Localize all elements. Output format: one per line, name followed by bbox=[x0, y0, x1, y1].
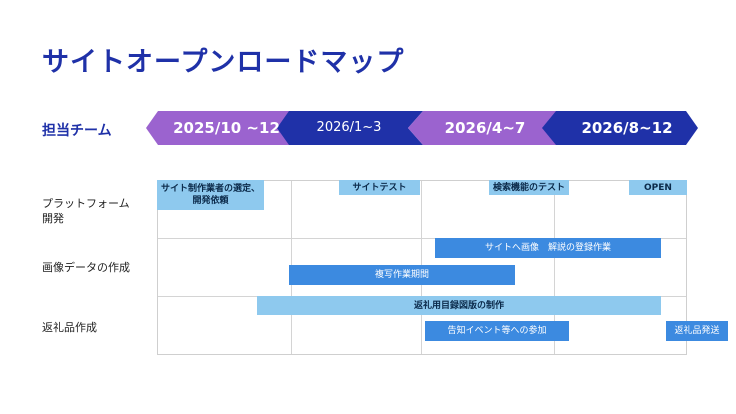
phase-arrow-2 bbox=[277, 111, 423, 145]
task-bar-site-test: サイトテスト bbox=[339, 180, 420, 195]
team-label: 担当チーム bbox=[42, 123, 112, 139]
phase-arrows bbox=[146, 111, 698, 145]
task-bar-image-registration: サイトへ画像 解説の登録作業 bbox=[435, 238, 661, 258]
task-bar-catalog: 返礼用目録図版の制作 bbox=[257, 296, 661, 315]
phase-arrow-1 bbox=[146, 111, 289, 145]
phase-label-2: 2026/1~3 bbox=[316, 120, 382, 135]
task-bar-copy-period: 複写作業期間 bbox=[289, 265, 515, 285]
row-label-platform: プラットフォーム開発 bbox=[42, 197, 130, 225]
page-title: サイトオープンロードマップ bbox=[42, 47, 405, 78]
task-bar-events: 告知イベント等への参加 bbox=[425, 321, 569, 341]
phase-label-3: 2026/4~7 bbox=[444, 119, 526, 137]
phase-label-1: 2025/10 ~12 bbox=[173, 119, 280, 137]
row-label-gifts: 返礼品作成 bbox=[42, 321, 97, 334]
grid-col-divider bbox=[554, 181, 555, 354]
phase-label-4: 2026/8~12 bbox=[581, 119, 673, 137]
grid-row-divider bbox=[158, 238, 686, 239]
phase-arrow-3 bbox=[408, 111, 556, 145]
task-bar-open: OPEN bbox=[629, 180, 687, 195]
task-bar-search-test: 検索機能のテスト bbox=[489, 180, 569, 195]
phase-timeline: 2025/10 ~12 2026/1~3 2026/4~7 2026/8~12 bbox=[146, 111, 698, 145]
row-label-image-data: 画像データの作成 bbox=[42, 261, 130, 274]
task-bar-vendor: サイト制作業者の選定、開発依頼 bbox=[157, 180, 264, 210]
phase-arrow-4 bbox=[542, 111, 698, 145]
task-bar-shipping: 返礼品発送 bbox=[666, 321, 728, 341]
